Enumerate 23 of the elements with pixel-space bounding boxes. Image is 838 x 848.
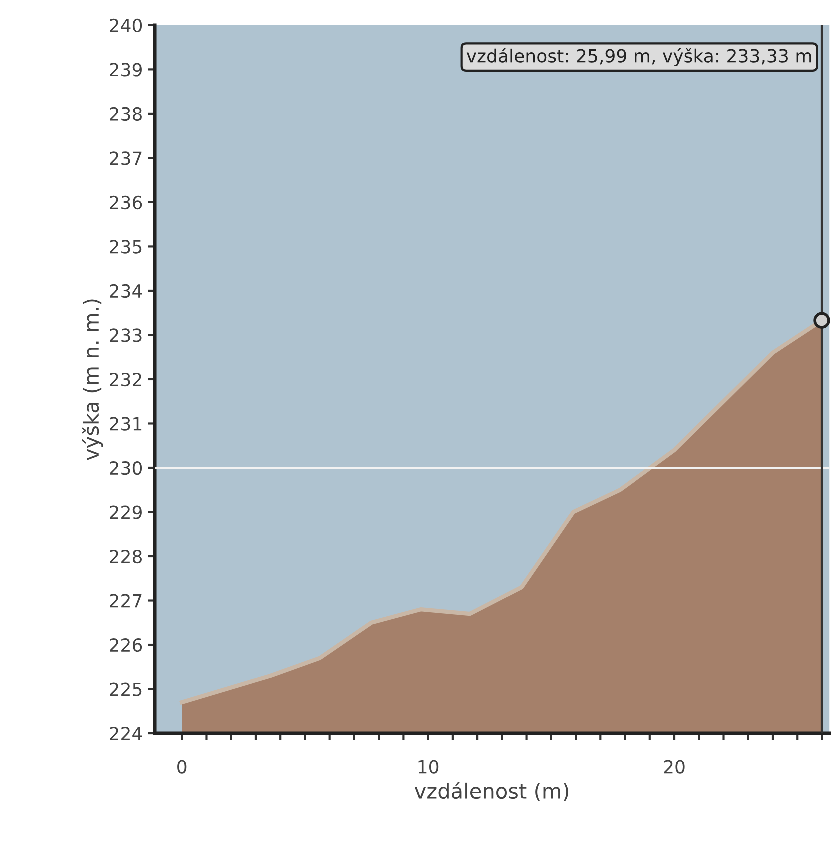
y-tick-label: 238 <box>110 107 142 122</box>
y-tick-label: 230 <box>110 461 142 476</box>
y-tick-label: 240 <box>110 18 142 33</box>
y-tick-label: 232 <box>110 372 142 387</box>
y-tick-label: 225 <box>110 682 142 696</box>
y-tick-label: 237 <box>110 152 142 166</box>
y-tick-label: 239 <box>110 63 142 77</box>
y-tick-label: 231 <box>110 417 142 431</box>
y-tick-label: 229 <box>110 506 142 520</box>
x-tick-label: 10 <box>418 760 439 774</box>
x-axis-title: vzdálenost (m) <box>414 782 569 802</box>
y-tick-label: 227 <box>110 594 142 608</box>
x-tick-label: 0 <box>178 760 187 774</box>
y-tick-label: 234 <box>110 284 142 298</box>
y-tick-label: 228 <box>110 550 142 564</box>
annotation: vzdálenost: 25,99 m, výška: 233,33 m <box>466 48 812 66</box>
y-tick-label: 236 <box>110 196 142 210</box>
y-tick-label: 235 <box>110 240 142 254</box>
y-tick-label: 226 <box>110 638 142 652</box>
y-axis-title: výška (m n. m.) <box>82 300 104 460</box>
y-tick-label: 233 <box>110 328 142 342</box>
x-tick-label: 20 <box>664 760 685 774</box>
y-tick-label: 224 <box>110 726 142 740</box>
